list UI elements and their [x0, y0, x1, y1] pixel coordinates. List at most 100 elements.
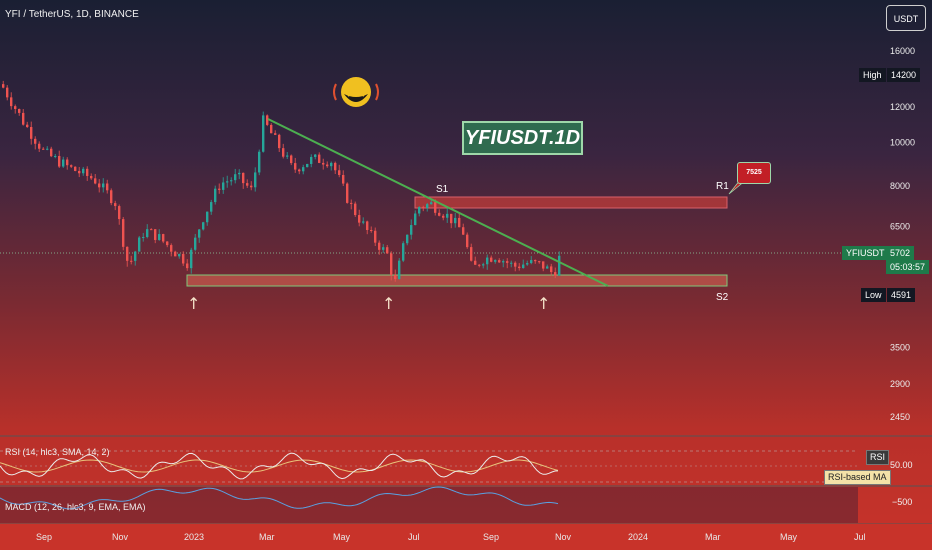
rsi-ma-tag: RSI-based MA	[824, 470, 891, 485]
candle-body	[338, 170, 341, 175]
candle-body	[166, 241, 169, 246]
candle-body	[262, 115, 265, 152]
candle-body	[74, 166, 77, 171]
macd-label[interactable]: MACD (12, 26, hlc3, 9, EMA, EMA)	[5, 502, 146, 512]
candle-body	[10, 97, 13, 107]
candle-body	[386, 247, 389, 254]
candle-body	[298, 169, 301, 172]
s2-zone[interactable]	[186, 274, 728, 287]
candle-body	[494, 260, 497, 262]
currency-button[interactable]: USDT	[886, 5, 926, 31]
candle-body	[118, 206, 121, 220]
candle-body	[462, 227, 465, 235]
candle-body	[450, 213, 453, 224]
time-tick-label: Mar	[259, 532, 275, 542]
high-value: 14200	[887, 68, 921, 82]
candle-body	[150, 229, 153, 231]
price-tick-label: 2450	[890, 412, 910, 422]
candle-body	[246, 183, 249, 186]
candle-body	[358, 215, 361, 223]
candle-body	[22, 112, 25, 125]
time-tick-label: Sep	[36, 532, 52, 542]
candle-body	[394, 274, 397, 280]
candle-body	[558, 255, 561, 276]
time-axis-ticks: Sep Nov 2023 Mar May Jul Sep Nov 2024 Mar May Jul	[36, 532, 866, 542]
symbol-watermark: YFIUSDT.1D	[462, 121, 583, 155]
candle-body	[530, 260, 533, 264]
candle-body	[518, 266, 521, 269]
rsi-line	[0, 452, 559, 480]
candle-body	[458, 217, 461, 228]
candle-body	[30, 127, 33, 139]
candle-body	[126, 246, 129, 261]
up-arrow-icon: ↑	[382, 294, 395, 313]
candle-body	[154, 229, 157, 240]
candle-body	[290, 155, 293, 164]
target-callout[interactable]: 7525	[737, 162, 771, 184]
candle-body	[406, 234, 409, 244]
candle-body	[310, 156, 313, 164]
symbol-tag: YFIUSDT	[842, 246, 889, 260]
candle-body	[114, 203, 117, 207]
candle-body	[194, 237, 197, 250]
price-tick-label: 3500	[890, 342, 910, 352]
candle-body	[242, 172, 245, 184]
candle-body	[514, 262, 517, 267]
candle-body	[522, 264, 525, 269]
candle-body	[322, 162, 325, 165]
price-tick-label: 12000	[890, 102, 915, 112]
candle-body	[178, 254, 181, 257]
candle-body	[334, 162, 337, 171]
time-tick-label: Nov	[112, 532, 129, 542]
price-tick-label: 16000	[890, 46, 915, 56]
candle-body	[198, 229, 201, 238]
time-tick-label: 2023	[184, 532, 204, 542]
candle-body	[90, 175, 93, 179]
candle-body	[138, 237, 141, 252]
high-label: High	[859, 68, 886, 82]
candle-body	[70, 165, 73, 167]
candle-body	[214, 188, 217, 203]
candle-body	[306, 163, 309, 168]
candle-body	[554, 272, 557, 276]
low-value: 4591	[887, 288, 916, 302]
candle-body	[342, 174, 345, 184]
time-tick-label: Mar	[705, 532, 721, 542]
r1-zone[interactable]	[414, 196, 728, 209]
price-tick-label: 2900	[890, 379, 910, 389]
candle-body	[38, 143, 41, 149]
candle-body	[350, 202, 353, 204]
rsi-panel	[0, 450, 858, 483]
candle-body	[526, 263, 529, 265]
trendline[interactable]	[267, 118, 609, 287]
time-tick-label: 2024	[628, 532, 648, 542]
candle-body	[86, 168, 89, 176]
time-tick-label: Jul	[854, 532, 866, 542]
current-price-tag: 5702	[886, 246, 915, 260]
candle-body	[330, 162, 333, 167]
rsi-axis-value: 50.00	[890, 460, 913, 470]
candle-body	[422, 207, 425, 209]
countdown-tag: 05:03:57	[886, 260, 930, 274]
candle-body	[478, 264, 481, 266]
s1-label: S1	[436, 184, 449, 195]
candle-body	[62, 159, 65, 167]
candle-body	[46, 148, 49, 150]
logo-icon	[333, 77, 379, 107]
candle-body	[346, 183, 349, 203]
time-axis[interactable]	[0, 524, 932, 550]
time-tick-label: May	[333, 532, 351, 542]
candle-body	[378, 242, 381, 250]
candle-body	[410, 225, 413, 235]
candle-body	[466, 234, 469, 248]
candle-body	[302, 167, 305, 172]
candle-body	[58, 155, 61, 167]
candle-body	[362, 221, 365, 223]
candle-body	[122, 219, 125, 247]
candle-body	[502, 261, 505, 263]
candle-body	[170, 245, 173, 252]
rsi-label[interactable]: RSI (14, hlc3, SMA, 14, 2)	[5, 447, 110, 457]
macd-line	[0, 486, 559, 510]
candle-body	[250, 185, 253, 188]
